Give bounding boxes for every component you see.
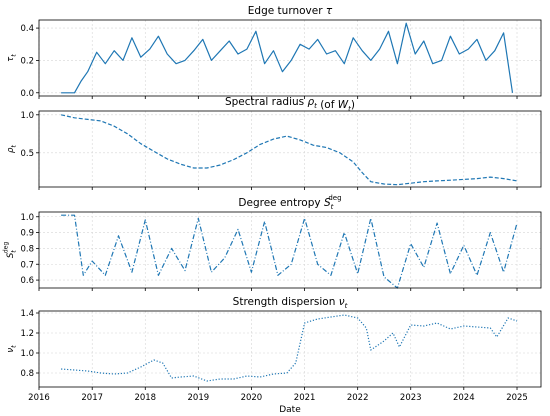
plot-frame bbox=[38, 310, 542, 388]
y-tick-label: 0.8 bbox=[20, 369, 34, 379]
y-tick-label: 1.4 bbox=[20, 309, 34, 319]
x-tick-label: 2024 bbox=[453, 393, 475, 403]
panel-title: Degree entropy Stdeg bbox=[238, 194, 341, 211]
y-axis-label: τt bbox=[6, 54, 18, 62]
y-tick-label: 0.8 bbox=[20, 244, 34, 254]
x-tick-label: 2018 bbox=[134, 393, 156, 403]
plot-frame bbox=[38, 211, 542, 289]
x-tick-label: 2017 bbox=[81, 393, 103, 403]
panel-title: Spectral radius ρt (of Wt) bbox=[225, 96, 355, 113]
y-tick-label: 0.2 bbox=[20, 56, 34, 66]
panel-title: Strength dispersion νt bbox=[233, 296, 348, 310]
y-tick-label: 1.2 bbox=[20, 329, 34, 339]
y-tick-label: 0.6 bbox=[20, 276, 34, 286]
y-tick-label: 0.9 bbox=[20, 229, 34, 239]
series-line bbox=[61, 214, 518, 289]
x-tick-label: 2021 bbox=[294, 393, 316, 403]
y-tick-label: 0.5 bbox=[20, 149, 34, 159]
x-axis-label: Date bbox=[279, 405, 301, 415]
y-tick-label: 1.0 bbox=[20, 349, 34, 359]
x-tick-label: 2025 bbox=[506, 393, 528, 403]
x-tick-label: 2016 bbox=[28, 393, 50, 403]
x-tick-label: 2023 bbox=[400, 393, 422, 403]
y-tick-label: 0.4 bbox=[20, 24, 34, 34]
x-tick-label: 2022 bbox=[347, 393, 369, 403]
x-tick-label: 2020 bbox=[241, 393, 263, 403]
y-axis-label: νt bbox=[6, 345, 18, 353]
plot-frame bbox=[38, 19, 542, 97]
series-line bbox=[60, 114, 518, 186]
y-axis-label: ρt bbox=[6, 145, 18, 153]
series-line bbox=[61, 22, 514, 94]
y-tick-label: 1.0 bbox=[20, 111, 34, 121]
y-tick-label: 0.0 bbox=[20, 89, 34, 99]
y-tick-label: 0.7 bbox=[20, 260, 34, 270]
x-tick-label: 2019 bbox=[188, 393, 210, 403]
panel-4: 0.8 1.0 1.2 1.4 Strength dispersion νt νt bbox=[6, 296, 542, 390]
y-tick-label: 1.0 bbox=[20, 213, 34, 223]
plot-frame bbox=[38, 110, 542, 188]
series-line bbox=[61, 314, 518, 382]
panel-3: 0.6 0.7 0.8 0.9 1.0 Degree entropy Stdeg Stdeg bbox=[3, 194, 542, 291]
y-axis-label: Stdeg bbox=[3, 242, 18, 258]
panel-title: Edge turnover τ bbox=[248, 5, 333, 17]
panel-2: 0.5 1.0 Spectral radius ρt (of Wt) ρt bbox=[6, 96, 542, 190]
panel-1: 0.0 0.2 0.4 Edge turnover τ τt bbox=[6, 5, 542, 99]
